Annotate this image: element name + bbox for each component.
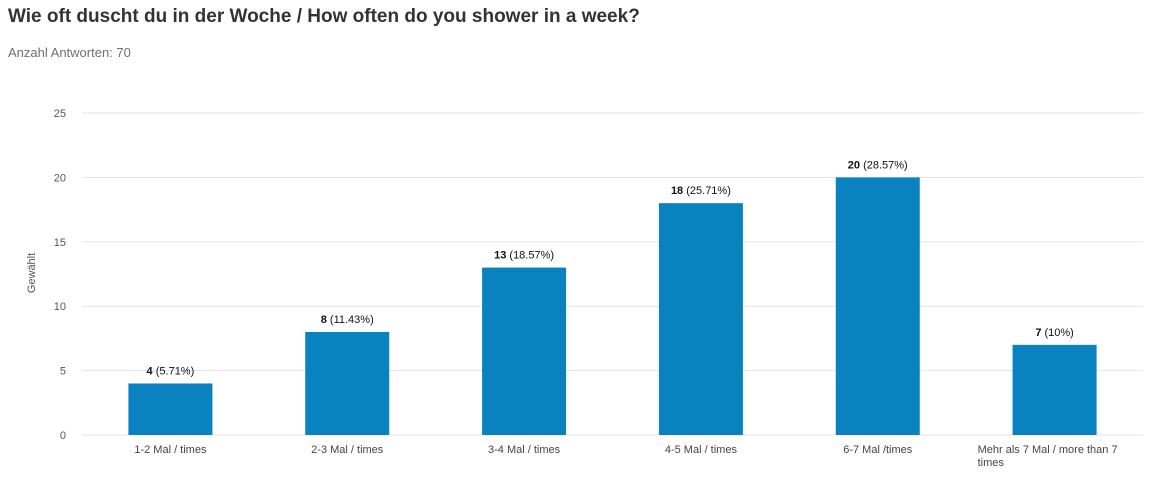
bar-percent: (18.57%) [509,250,554,262]
bar [305,331,390,435]
bar-value-label: 4 (5.71%) [147,365,195,377]
bar [482,267,567,435]
bar-percent: (5.71%) [156,365,195,377]
bar-value-label: 13 (18.57%) [494,250,554,262]
bar-percent: (25.71%) [686,185,731,197]
y-tick-label: 20 [54,172,66,184]
bar-count: 20 [848,159,863,171]
bar [658,203,743,435]
y-tick-label: 25 [54,108,66,120]
x-tick-label: 2-3 Mal / times [311,444,384,456]
bar-value-label: 7 (10%) [1035,327,1074,339]
bar-count: 4 [147,365,156,377]
bar-value-label: 20 (28.57%) [848,159,908,171]
y-tick-label: 15 [54,237,66,249]
x-tick-label: Mehr als 7 Mal / more than 7 times [977,444,1118,469]
bar-count: 13 [494,250,509,262]
bar-percent: (28.57%) [863,159,908,171]
y-tick-label: 10 [54,301,66,313]
x-tick-label: 4-5 Mal / times [664,444,737,456]
bar-count: 7 [1035,327,1044,339]
chart-title: Wie oft duscht du in der Woche / How oft… [8,6,640,27]
x-tick-label: 6-7 Mal /times [843,444,913,456]
bar-count: 18 [671,185,686,197]
response-count: Anzahl Antworten: 70 [8,45,131,60]
bar [835,177,920,435]
bar [128,383,213,435]
x-tick-label: 1-2 Mal / times [134,444,207,456]
bar [1012,344,1097,435]
bar-value-label: 18 (25.71%) [671,185,731,197]
bar-percent: (10%) [1045,327,1074,339]
bar-count: 8 [321,314,330,326]
y-tick-label: 0 [60,430,66,442]
x-tick-label: 3-4 Mal / times [488,444,561,456]
bar-percent: (11.43%) [330,314,374,326]
bar-value-label: 8 (11.43%) [321,314,374,326]
y-tick-label: 5 [60,366,66,378]
